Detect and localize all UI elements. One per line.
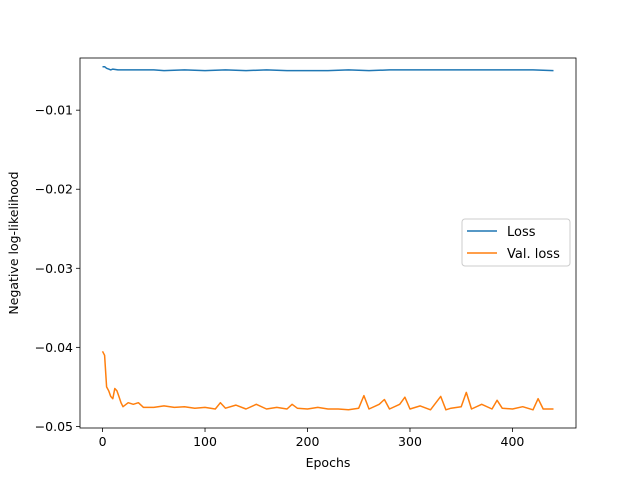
legend-label-val-loss: Val. loss xyxy=(507,247,560,262)
y-axis: −0.01 −0.02 −0.03 −0.04 −0.05 xyxy=(35,103,80,434)
y-tick-label: −0.02 xyxy=(35,182,73,197)
x-tick-label: 400 xyxy=(501,434,525,449)
y-tick-label: −0.03 xyxy=(35,261,73,276)
y-tick-label: −0.04 xyxy=(35,340,73,355)
series-line-val-loss xyxy=(101,350,554,411)
series-layer xyxy=(101,65,554,411)
y-tick-label: −0.01 xyxy=(35,103,73,118)
x-tick-label: 0 xyxy=(99,434,107,449)
y-axis-label: Negative log-likelihood xyxy=(6,171,21,314)
x-axis: 0 100 200 300 400 xyxy=(99,428,525,449)
y-tick-label: −0.05 xyxy=(35,419,73,434)
legend-label-loss: Loss xyxy=(507,225,536,240)
x-tick-label: 100 xyxy=(193,434,217,449)
legend: Loss Val. loss xyxy=(461,218,571,267)
series-line-loss xyxy=(102,65,554,72)
x-axis-label: Epochs xyxy=(306,455,351,470)
axes-frame xyxy=(79,57,577,429)
x-tick-label: 300 xyxy=(398,434,422,449)
x-tick-label: 200 xyxy=(296,434,320,449)
